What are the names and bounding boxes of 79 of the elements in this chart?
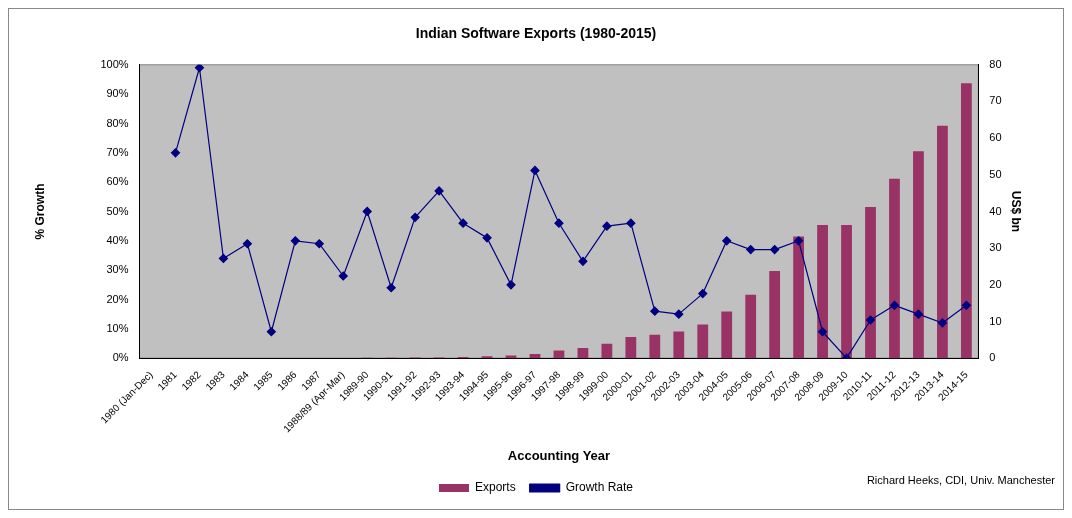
point bbox=[650, 306, 660, 316]
y2-tick-label: 20 bbox=[989, 277, 1002, 290]
point bbox=[242, 239, 252, 249]
point bbox=[626, 218, 636, 228]
point bbox=[889, 300, 900, 310]
y-tick-label: 0% bbox=[112, 351, 129, 364]
legend-label: Exports bbox=[474, 480, 516, 495]
point bbox=[746, 245, 756, 255]
y2-tick-label: 80 bbox=[989, 57, 1002, 70]
point bbox=[506, 280, 516, 290]
point bbox=[722, 236, 732, 246]
point bbox=[266, 327, 276, 337]
text: Richard Heeks, CDI, Univ. Manchester bbox=[866, 474, 1056, 487]
y2-tick-label: 60 bbox=[989, 131, 1002, 144]
y-tick-label: 70% bbox=[106, 145, 129, 158]
point bbox=[482, 233, 492, 243]
bar bbox=[673, 331, 685, 359]
y-tick-label: 30% bbox=[106, 263, 129, 276]
bar bbox=[697, 324, 709, 359]
y2-axis-title: US$ bn bbox=[1009, 190, 1024, 233]
point bbox=[386, 283, 396, 293]
bar bbox=[793, 236, 805, 359]
point bbox=[865, 315, 876, 325]
y2-tick-label: 50 bbox=[989, 167, 1002, 180]
y-tick-label: 100% bbox=[100, 57, 129, 70]
point bbox=[913, 309, 924, 319]
point bbox=[218, 253, 229, 264]
y-tick-label: 90% bbox=[106, 87, 129, 100]
y-tick-label: 50% bbox=[106, 204, 129, 217]
point bbox=[817, 327, 828, 337]
y-tick-label: 10% bbox=[106, 321, 129, 334]
point bbox=[362, 206, 372, 217]
point bbox=[338, 271, 348, 281]
point bbox=[674, 309, 684, 319]
point bbox=[554, 218, 564, 228]
y-tick-label: 60% bbox=[106, 175, 129, 188]
point bbox=[961, 300, 971, 310]
y-tick-label: 80% bbox=[106, 116, 129, 129]
point bbox=[602, 221, 612, 231]
bar bbox=[529, 354, 541, 359]
bar bbox=[649, 334, 661, 359]
point bbox=[937, 318, 948, 328]
x-axis-title: Accounting Year bbox=[507, 447, 611, 463]
y2-tick-label: 30 bbox=[989, 241, 1002, 254]
legend-label: Growth Rate bbox=[565, 480, 634, 495]
point bbox=[578, 256, 588, 266]
y2-tick-label: 0 bbox=[989, 351, 996, 364]
bar bbox=[553, 350, 565, 359]
y2-tick-label: 70 bbox=[989, 94, 1002, 107]
bar bbox=[769, 270, 781, 359]
bar bbox=[625, 336, 637, 359]
point bbox=[410, 212, 420, 222]
bar bbox=[889, 178, 900, 359]
point bbox=[170, 148, 181, 158]
y2-tick-label: 10 bbox=[989, 314, 1002, 327]
bar bbox=[865, 207, 876, 359]
bar bbox=[841, 225, 852, 359]
bar bbox=[937, 125, 948, 359]
bar bbox=[745, 294, 757, 359]
point bbox=[434, 186, 444, 196]
point bbox=[530, 165, 540, 175]
bar bbox=[577, 347, 589, 359]
point bbox=[194, 64, 205, 73]
bar bbox=[601, 343, 613, 359]
point bbox=[458, 218, 468, 228]
bar bbox=[817, 225, 828, 359]
y-axis-title: % Growth bbox=[32, 183, 47, 240]
bar bbox=[913, 151, 924, 359]
point bbox=[770, 245, 780, 255]
y-tick-label: 20% bbox=[106, 292, 129, 305]
y2-tick-label: 40 bbox=[989, 204, 1002, 217]
point bbox=[290, 236, 300, 246]
bar bbox=[960, 83, 972, 359]
point bbox=[698, 289, 708, 299]
point bbox=[314, 239, 324, 249]
y-tick-label: 40% bbox=[106, 233, 129, 246]
point bbox=[794, 236, 804, 246]
bar bbox=[721, 311, 733, 359]
chart-title: Indian Software Exports (1980-2015) bbox=[415, 25, 657, 42]
